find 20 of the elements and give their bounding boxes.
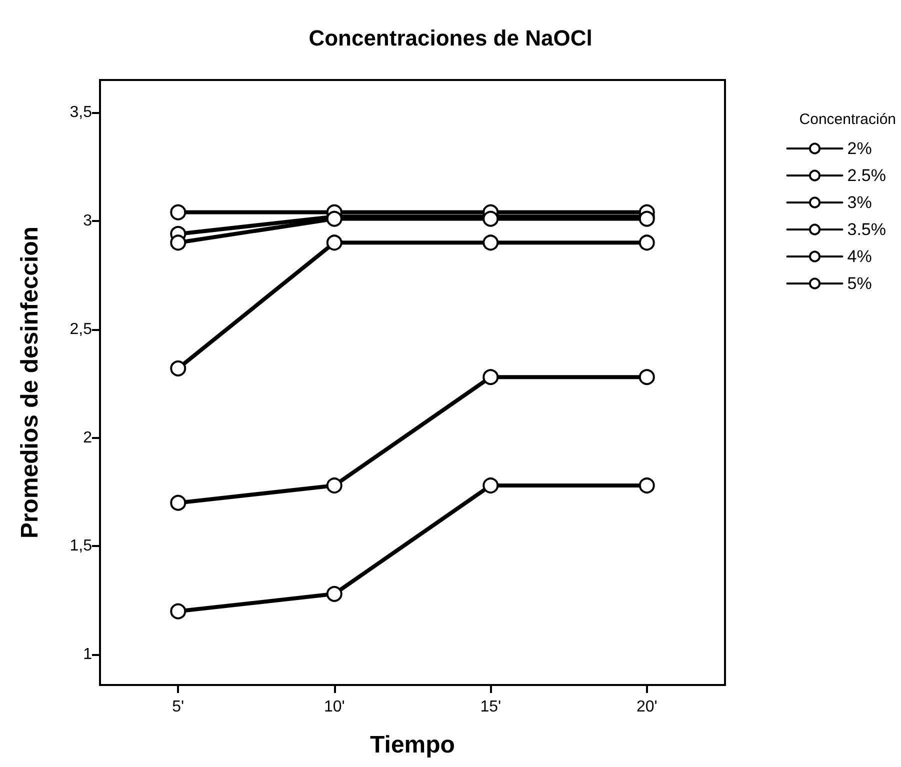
y-axis-title: Promedios de desinfeccion [16, 226, 44, 539]
x-tick-label: 10' [324, 698, 345, 716]
chart-title: Concentraciones de NaOCl [308, 26, 592, 50]
y-tick-label: 2 [83, 429, 92, 446]
legend-label: 4% [847, 247, 872, 266]
x-tick-label: 20' [636, 698, 658, 716]
y-tick-label: 3 [83, 212, 92, 230]
x-axis-title: Tiempo [370, 732, 455, 758]
y-tick-label: 2,5 [70, 320, 92, 338]
y-tick-label: 1,5 [70, 538, 92, 555]
x-tick-label: 15' [480, 698, 502, 716]
x-tick-label: 5' [172, 698, 184, 716]
legend-label: 2% [847, 139, 872, 158]
legend-label: 5% [847, 274, 872, 293]
legend-title: Concentración [799, 111, 896, 128]
legend-label: 2.5% [847, 166, 886, 185]
legend-label: 3.5% [847, 220, 886, 239]
y-tick-label: 1 [83, 646, 92, 664]
legend-label: 3% [847, 193, 872, 212]
y-tick-label: 3,5 [70, 104, 92, 122]
